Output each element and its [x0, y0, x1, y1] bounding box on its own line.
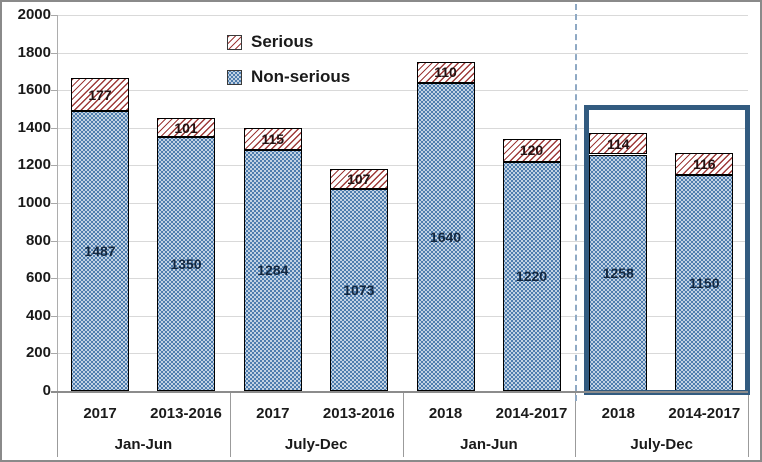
x-axis-year-label: 2017 [256, 405, 290, 422]
x-axis-group-separator [57, 391, 58, 457]
bar-segment-serious: 107 [329, 169, 388, 190]
x-axis-year-label: 2017 [83, 405, 117, 422]
legend-label-non-serious: Non-serious [251, 67, 351, 86]
y-axis-tick-label: 200 [25, 344, 51, 362]
bar-segment-non-serious: 1284 [243, 149, 302, 391]
bar-segment-serious: 115 [243, 128, 302, 150]
gridline [57, 353, 748, 355]
y-axis-tick-label: 1200 [17, 156, 51, 174]
legend-item-serious: Serious [227, 32, 350, 52]
y-axis-tick [51, 15, 57, 16]
y-axis-tick [51, 165, 57, 167]
x-axis-year-label: 2013-2016 [322, 405, 395, 422]
bar-segment-non-serious: 1220 [502, 161, 561, 391]
bar-segment-non-serious: 1150 [675, 174, 734, 391]
gridline [57, 203, 748, 204]
x-axis-year-label: 2013-2016 [150, 405, 222, 422]
x-axis-period-label: July-Dec [284, 436, 348, 453]
serious-pattern-swatch-icon [227, 34, 242, 50]
gridline [57, 52, 748, 54]
x-axis-group-separator [402, 391, 404, 457]
x-axis-group-separator [575, 391, 577, 457]
y-axis-tick [51, 240, 57, 242]
legend-item-non-serious: Non-serious [227, 67, 350, 87]
gridline [57, 90, 748, 92]
dashed-separator-line [575, 4, 578, 401]
x-axis-period-label: Jan-Jun [114, 436, 173, 453]
legend-label-serious: Serious [251, 32, 314, 51]
bar-segment-serious: 177 [71, 78, 129, 112]
y-axis-tick [51, 90, 57, 92]
bar-segment-serious: 114 [589, 133, 648, 155]
bar-segment-serious: 110 [416, 62, 475, 83]
bar-segment-serious: 116 [675, 153, 734, 175]
x-axis-period-label: Jan-Jun [460, 436, 518, 453]
bar-segment-non-serious: 1640 [416, 82, 475, 391]
gridline [57, 278, 748, 280]
y-axis-tick [51, 353, 57, 355]
bar-segment-non-serious: 1487 [71, 111, 129, 391]
legend: Serious Non-serious [227, 32, 350, 87]
y-axis-tick-label: 600 [25, 269, 51, 287]
x-axis-group-separator [229, 391, 231, 457]
gridline [57, 165, 748, 167]
non-serious-pattern-swatch-icon [227, 69, 242, 85]
x-axis-period-label: July-Dec [630, 436, 693, 453]
bar-segment-serious: 120 [502, 139, 561, 162]
y-axis-tick-label: 800 [25, 231, 51, 249]
y-axis-tick-label: 0 [42, 382, 51, 399]
gridline [57, 315, 748, 317]
x-axis-group-separator [748, 391, 749, 457]
y-axis-tick-label: 1600 [17, 81, 51, 99]
y-axis-tick-label: 400 [25, 306, 51, 324]
y-axis-tick [51, 278, 57, 280]
highlight-box [584, 105, 751, 395]
bar-segment-non-serious: 1073 [329, 189, 388, 391]
x-axis-year-label: 2014-2017 [668, 405, 741, 422]
y-axis-tick [51, 203, 57, 204]
y-axis-tick-label: 1000 [17, 194, 51, 211]
gridline [57, 240, 748, 242]
x-axis-year-label: 2018 [428, 405, 463, 422]
bar-segment-non-serious: 1350 [157, 137, 215, 391]
y-axis-tick [51, 315, 57, 317]
bar-segment-non-serious: 1258 [589, 154, 648, 391]
gridline [57, 127, 748, 129]
gridline [57, 15, 748, 16]
y-axis-tick-label: 2000 [17, 6, 51, 23]
y-axis-tick-label: 1800 [17, 43, 51, 61]
y-axis-tick [51, 127, 57, 129]
x-axis-line [51, 391, 748, 393]
y-axis-tick [51, 52, 57, 54]
x-axis-year-label: 2018 [601, 405, 635, 422]
y-axis-line [57, 15, 58, 391]
bar-segment-serious: 101 [157, 118, 215, 138]
x-axis-year-label: 2014-2017 [495, 405, 568, 422]
y-axis-tick-label: 1400 [17, 118, 51, 136]
